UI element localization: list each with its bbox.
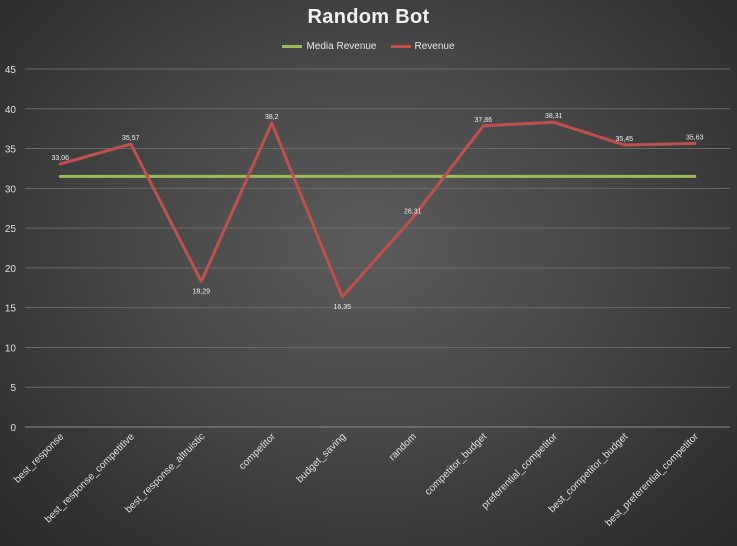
y-tick-label: 20 xyxy=(5,264,17,275)
data-label: 26,31 xyxy=(404,209,422,216)
data-label: 37,86 xyxy=(474,117,492,124)
y-tick-label: 10 xyxy=(5,343,17,354)
legend-label-revenue: Revenue xyxy=(414,41,455,52)
legend-swatch-media-revenue xyxy=(282,45,303,48)
y-tick-label: 45 xyxy=(5,65,17,76)
y-tick-label: 15 xyxy=(5,304,17,315)
legend: Media Revenue Revenue xyxy=(0,41,737,52)
data-label: 35,45 xyxy=(615,136,633,143)
x-tick-label: best_competitor_budget xyxy=(547,431,631,515)
y-tick-label: 40 xyxy=(5,105,17,116)
y-tick-label: 0 xyxy=(10,423,16,434)
x-tick-label: competitor xyxy=(237,431,278,472)
y-tick-label: 30 xyxy=(5,184,17,195)
data-label: 38,31 xyxy=(545,113,563,120)
x-tick-label: best_response_altruistic xyxy=(123,431,207,515)
x-tick-label: preferential_competitor xyxy=(480,431,561,512)
legend-label-media-revenue: Media Revenue xyxy=(306,41,377,52)
data-label: 35,57 xyxy=(122,135,140,142)
data-label: 33,06 xyxy=(51,155,69,162)
y-tick-label: 25 xyxy=(5,224,17,235)
legend-item-revenue: Revenue xyxy=(390,41,455,52)
series-line-revenue xyxy=(58,120,697,299)
y-tick-label: 35 xyxy=(5,145,17,156)
x-tick-label: budget_saving xyxy=(295,431,349,485)
data-label: 16,35 xyxy=(333,304,351,311)
data-label: 38,2 xyxy=(265,114,279,121)
chart-title: Random Bot xyxy=(307,6,430,28)
x-tick-label: competitor_budget xyxy=(423,431,490,498)
x-tick-label: random xyxy=(387,431,419,463)
legend-item-media-revenue: Media Revenue xyxy=(282,41,377,52)
legend-swatch-revenue xyxy=(390,45,411,48)
data-label: 35,63 xyxy=(686,135,704,142)
y-tick-label: 5 xyxy=(10,383,16,394)
x-tick-label: best_response xyxy=(12,431,66,485)
data-label: 18,29 xyxy=(192,288,210,295)
